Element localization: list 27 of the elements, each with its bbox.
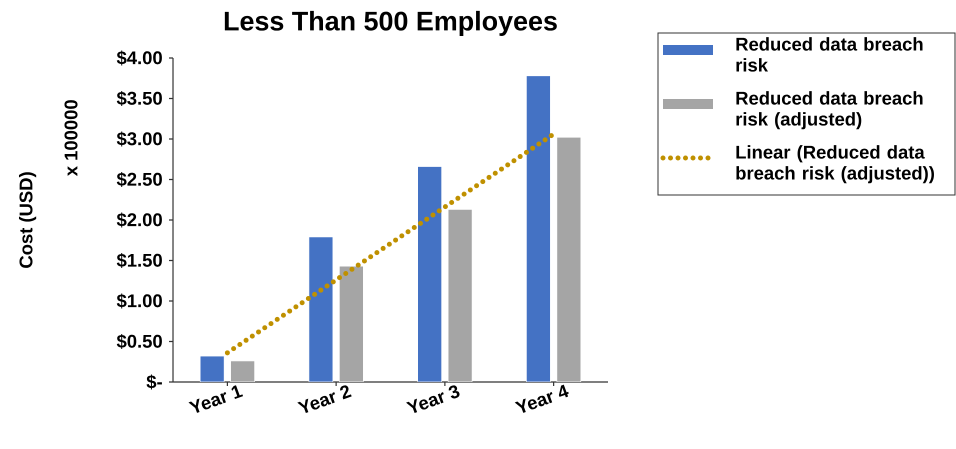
chart-title: Less Than 500 Employees	[224, 10, 557, 36]
y-tick-label: $1.00	[116, 293, 162, 309]
y-tick-label: $1.50	[116, 252, 162, 268]
bar	[417, 166, 442, 382]
y-tick-label: $2.50	[116, 172, 162, 188]
y-tick-label: $2.00	[116, 212, 162, 228]
legend-label: Reduced data breach risk (adjusted)	[736, 91, 922, 130]
y-tick-label: $3.50	[116, 90, 162, 106]
x-tick-label: Year 2	[297, 385, 352, 414]
bar	[308, 236, 334, 382]
bar	[526, 76, 551, 382]
bar	[200, 356, 224, 382]
y-tick-label: $3.00	[116, 131, 162, 147]
bar	[339, 266, 364, 382]
y-tick-label: $4.00	[116, 50, 162, 66]
legend-label: Reduced data breach risk	[736, 37, 922, 72]
x-tick-label: Year 4	[514, 384, 569, 413]
x-tick-label: Year 3	[406, 385, 460, 414]
bar	[556, 137, 582, 382]
text: x 100000	[64, 100, 78, 176]
y-tick-label: $-	[146, 374, 162, 390]
bar	[230, 360, 255, 382]
y-tick-label: $0.50	[116, 334, 162, 350]
y-axis-title: Cost (USD)	[18, 172, 36, 268]
bar	[448, 209, 472, 382]
x-tick-label: Year 1	[188, 385, 244, 413]
legend-label: Linear (Reduced data breach risk (adjusted))	[736, 145, 934, 184]
